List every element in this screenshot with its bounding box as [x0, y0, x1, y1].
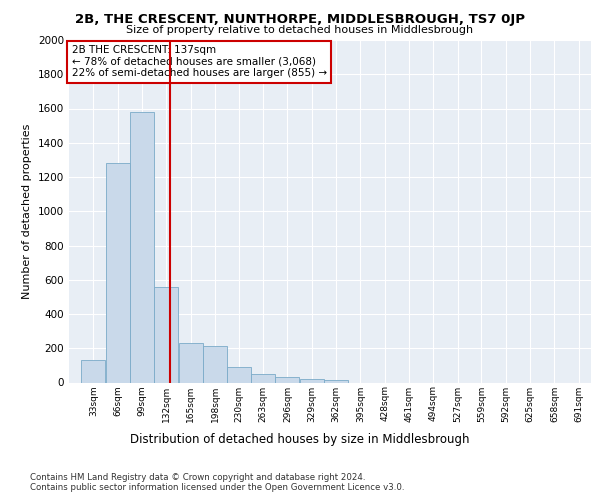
Bar: [154, 286, 178, 382]
Text: Size of property relative to detached houses in Middlesbrough: Size of property relative to detached ho…: [127, 25, 473, 35]
Bar: [81, 360, 105, 382]
Text: Distribution of detached houses by size in Middlesbrough: Distribution of detached houses by size …: [130, 432, 470, 446]
Text: 2B THE CRESCENT: 137sqm
← 78% of detached houses are smaller (3,068)
22% of semi: 2B THE CRESCENT: 137sqm ← 78% of detache…: [71, 45, 327, 78]
Y-axis label: Number of detached properties: Number of detached properties: [22, 124, 32, 299]
Bar: [299, 379, 323, 382]
Bar: [179, 343, 203, 382]
Bar: [106, 164, 130, 382]
Bar: [251, 374, 275, 382]
Text: 2B, THE CRESCENT, NUNTHORPE, MIDDLESBROUGH, TS7 0JP: 2B, THE CRESCENT, NUNTHORPE, MIDDLESBROU…: [75, 12, 525, 26]
Text: Contains HM Land Registry data © Crown copyright and database right 2024.: Contains HM Land Registry data © Crown c…: [30, 472, 365, 482]
Text: Contains public sector information licensed under the Open Government Licence v3: Contains public sector information licen…: [30, 484, 404, 492]
Bar: [227, 367, 251, 382]
Bar: [275, 378, 299, 382]
Bar: [130, 112, 154, 382]
Bar: [203, 346, 227, 383]
Bar: [324, 380, 348, 382]
